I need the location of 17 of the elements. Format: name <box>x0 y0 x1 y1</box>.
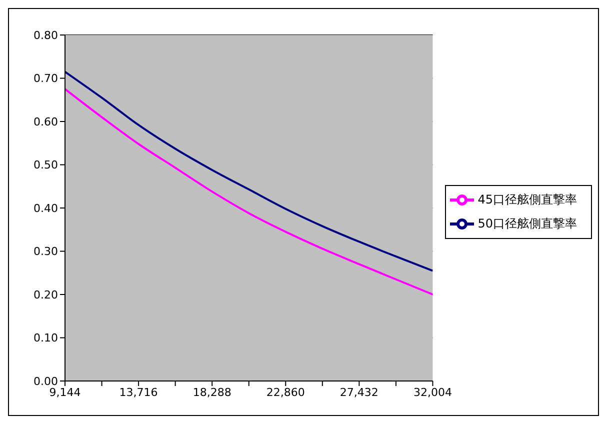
legend-label: 45口径舷側直撃率 <box>478 192 577 206</box>
x-tick-label: 22,860 <box>266 386 305 399</box>
x-tick-label: 27,432 <box>340 386 378 399</box>
y-tick-label: 0.40 <box>34 202 58 215</box>
y-tick-label: 0.50 <box>34 158 58 172</box>
y-tick-label: 0.80 <box>34 28 58 42</box>
y-tick-label: 0.00 <box>34 374 58 388</box>
x-tick-label: 32,004 <box>413 386 452 399</box>
y-tick-label: 0.60 <box>34 115 58 128</box>
y-tick-label: 0.30 <box>34 245 58 258</box>
y-tick-label: 0.20 <box>34 288 58 302</box>
x-tick-label: 13,716 <box>119 386 158 399</box>
legend-label: 50口径舷側直撃率 <box>478 216 577 230</box>
x-tick-label: 9,144 <box>49 386 81 399</box>
y-tick-label: 0.10 <box>34 332 58 345</box>
x-tick-label: 18,288 <box>192 386 232 399</box>
y-tick-label: 0.70 <box>34 72 58 86</box>
